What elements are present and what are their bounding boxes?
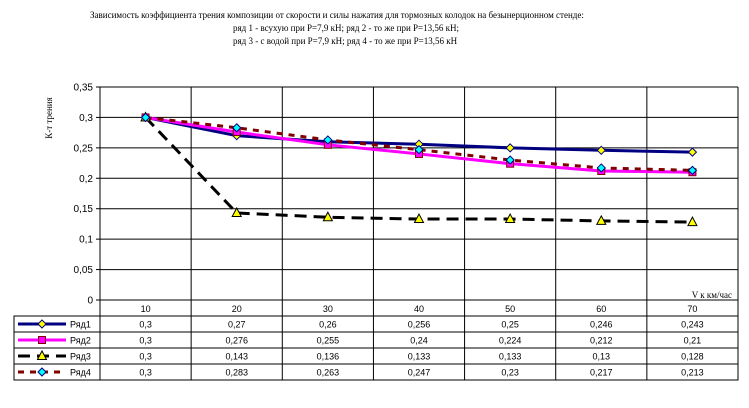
legend-entry-3: Ряд3: [70, 352, 91, 362]
chart-title-line-1: Зависимость коэффициента трения композиц…: [90, 10, 584, 20]
chart-title-line-3: ряд 3 - с водой при P=7,9 кН; ряд 4 - то…: [233, 36, 458, 46]
x-tick-label: 60: [596, 304, 606, 314]
x-tick-label: 30: [323, 304, 333, 314]
x-tick-label: 20: [232, 304, 242, 314]
series-3-marker: [687, 216, 698, 227]
series-4-marker: [323, 135, 333, 145]
chart-title: Зависимость коэффициента трения композиц…: [90, 10, 584, 46]
series-4-marker: [414, 144, 424, 155]
y-tick-label: 0,2: [79, 174, 93, 185]
x-tick-label: 40: [414, 304, 424, 314]
x-axis-label: V к км/час: [692, 290, 732, 300]
data-label: 0,143: [225, 352, 248, 362]
y-tick-label: 0,15: [74, 204, 94, 215]
legend-key-marker-4: [37, 367, 47, 377]
data-label: 0,23: [501, 368, 519, 378]
y-tick-label: 0,3: [79, 113, 93, 124]
data-label: 0,256: [408, 320, 431, 330]
legend-key-marker-2: [38, 336, 46, 344]
x-tick-label: 50: [505, 304, 515, 314]
x-tick-label: 70: [687, 304, 697, 314]
y-tick-label: 0,25: [74, 143, 94, 154]
data-label: 0,224: [499, 336, 522, 346]
series-1-marker: [687, 147, 698, 157]
data-label: 0,133: [499, 352, 522, 362]
data-label: 0,247: [408, 368, 431, 378]
data-label: 0,136: [317, 352, 340, 362]
data-label: 0,3: [139, 352, 152, 362]
series-3-marker: [595, 214, 607, 225]
series-3-marker: [322, 211, 334, 222]
data-label: 0,128: [681, 352, 704, 362]
data-label: 0,24: [410, 336, 428, 346]
series-1-marker: [596, 145, 606, 155]
series-3-marker: [413, 212, 425, 224]
series-markers: [140, 111, 698, 227]
y-axis-label: К-т трения: [44, 97, 54, 139]
series-4-marker: [232, 123, 242, 133]
data-label: 0,133: [408, 352, 431, 362]
data-label: 0,243: [681, 320, 704, 330]
y-tick-label: 0,35: [74, 83, 94, 94]
legend-key-marker-1: [37, 319, 47, 329]
data-label: 0,263: [317, 368, 340, 378]
legend-entry-4: Ряд4: [70, 368, 91, 378]
data-label: 0,26: [319, 320, 337, 330]
data-label: 0,3: [139, 368, 152, 378]
y-tick-label: 0,05: [74, 265, 94, 276]
series-lines: [144, 115, 693, 224]
data-label: 0,27: [228, 320, 246, 330]
series-1-marker: [505, 143, 515, 153]
y-tick-label: 0,1: [79, 235, 93, 246]
legend-entry-1: Ряд1: [70, 320, 91, 330]
data-label: 0,246: [590, 320, 613, 330]
x-tick-label: 10: [141, 304, 151, 314]
data-label: 0,283: [225, 368, 248, 378]
data-label: 0,213: [681, 368, 704, 378]
data-label: 0,13: [593, 352, 611, 362]
legend-entry-2: Ряд2: [70, 336, 91, 346]
series-4-marker: [687, 165, 698, 176]
y-tick-label: 0: [87, 296, 93, 307]
data-label: 0,3: [139, 320, 152, 330]
series-3-marker: [231, 206, 243, 217]
data-table: 10 20 30 40 50 60 70 V к км/час Ряд1 0,3 0,27 0,26 0…: [13, 290, 739, 381]
y-axis-ticks: 0 0,05 0,1 0,15 0,2 0,25 0,3 0,35: [74, 83, 94, 307]
series-4-marker: [140, 112, 151, 123]
series-4-marker: [505, 155, 515, 165]
data-label: 0,25: [501, 320, 519, 330]
chart-title-line-2: ряд 1 - всухую при P=7,9 кН; ряд 2 - то …: [233, 23, 459, 33]
legend-key-marker-3: [36, 349, 48, 360]
gridlines: [96, 86, 739, 301]
series-3-marker: [504, 212, 516, 224]
series-4-marker: [596, 163, 606, 173]
data-label: 0,217: [590, 368, 613, 378]
data-label: 0,3: [139, 336, 152, 346]
data-label: 0,276: [225, 336, 248, 346]
data-label: 0,21: [684, 336, 702, 346]
data-label: 0,212: [590, 336, 613, 346]
data-label: 0,255: [317, 336, 340, 346]
